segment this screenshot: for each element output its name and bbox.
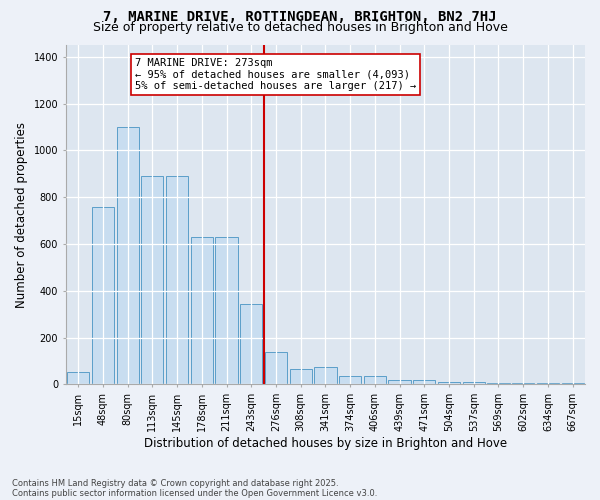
Bar bbox=[314, 367, 337, 384]
Bar bbox=[413, 380, 436, 384]
Bar bbox=[438, 382, 460, 384]
Text: 7 MARINE DRIVE: 273sqm
← 95% of detached houses are smaller (4,093)
5% of semi-d: 7 MARINE DRIVE: 273sqm ← 95% of detached… bbox=[135, 58, 416, 91]
Bar bbox=[116, 127, 139, 384]
Bar bbox=[92, 206, 114, 384]
Bar bbox=[191, 237, 213, 384]
Bar bbox=[463, 382, 485, 384]
Bar bbox=[215, 237, 238, 384]
Bar bbox=[364, 376, 386, 384]
Bar bbox=[141, 176, 163, 384]
Text: Size of property relative to detached houses in Brighton and Hove: Size of property relative to detached ho… bbox=[92, 22, 508, 35]
X-axis label: Distribution of detached houses by size in Brighton and Hove: Distribution of detached houses by size … bbox=[144, 437, 507, 450]
Bar bbox=[388, 380, 411, 384]
Text: Contains HM Land Registry data © Crown copyright and database right 2025.
Contai: Contains HM Land Registry data © Crown c… bbox=[12, 479, 377, 498]
Text: 7, MARINE DRIVE, ROTTINGDEAN, BRIGHTON, BN2 7HJ: 7, MARINE DRIVE, ROTTINGDEAN, BRIGHTON, … bbox=[103, 10, 497, 24]
Bar bbox=[67, 372, 89, 384]
Bar bbox=[290, 369, 312, 384]
Bar bbox=[240, 304, 262, 384]
Bar bbox=[265, 352, 287, 384]
Bar bbox=[339, 376, 361, 384]
Bar bbox=[166, 176, 188, 384]
Y-axis label: Number of detached properties: Number of detached properties bbox=[15, 122, 28, 308]
